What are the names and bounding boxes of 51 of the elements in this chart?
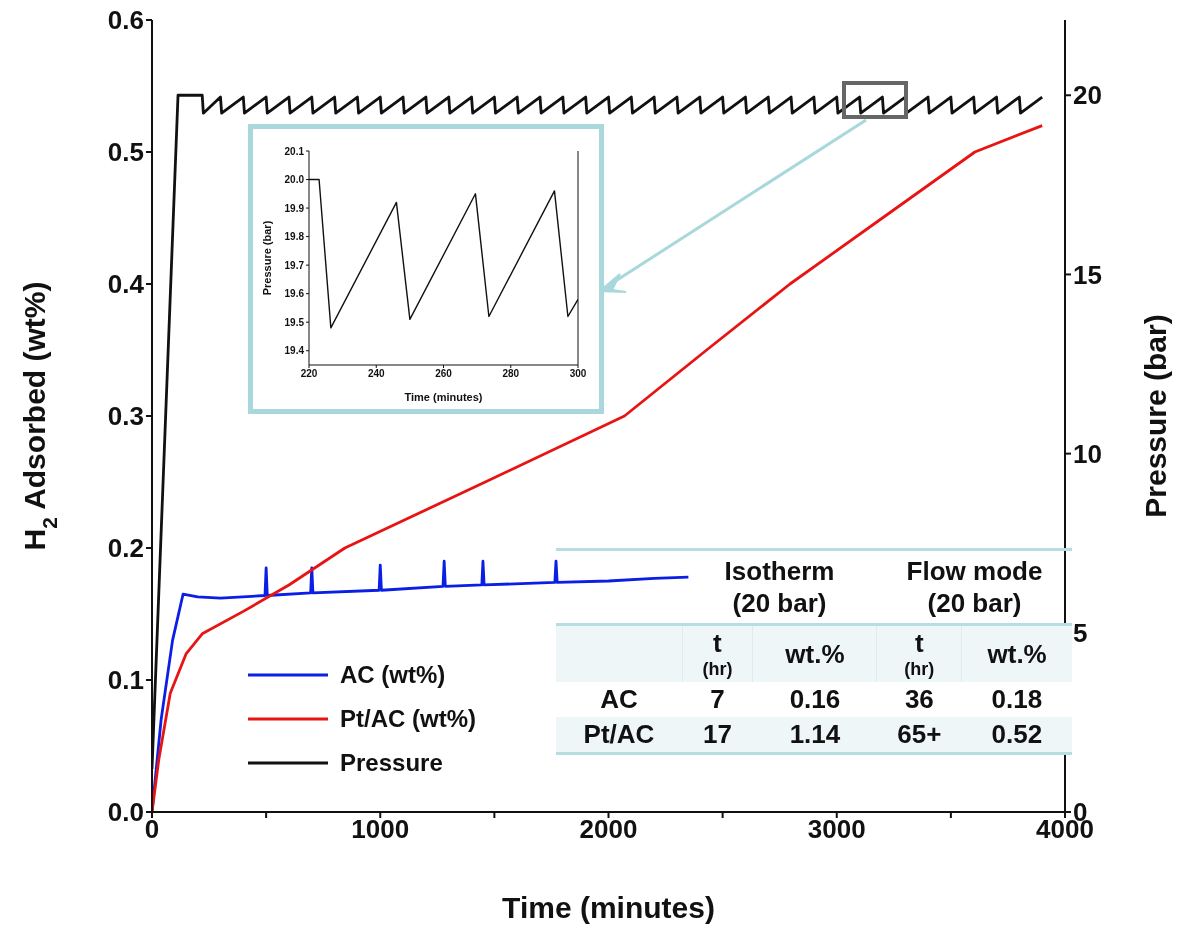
x-axis-title: Time (minutes) bbox=[502, 891, 715, 924]
x-tick-label: 3000 bbox=[807, 814, 866, 845]
y-tick-label: 20.1 bbox=[284, 145, 305, 157]
y-tick-label: 19.7 bbox=[284, 259, 305, 271]
y-tick-label: 19.6 bbox=[284, 288, 305, 300]
annotation: 36 bbox=[903, 683, 935, 716]
annotation: t (hr) bbox=[903, 628, 936, 680]
y2-tick-label: 5 bbox=[1073, 618, 1088, 649]
legend-label: Pt/AC (wt%) bbox=[340, 705, 476, 733]
y-tick-label: 0.6 bbox=[107, 5, 144, 36]
y-axis-title: Pressure (bar) bbox=[260, 220, 273, 296]
x-tick-label: 240 bbox=[367, 368, 386, 380]
y-tick-label: 0.3 bbox=[107, 401, 144, 432]
y2-tick-label: 10 bbox=[1073, 438, 1102, 469]
x-tick-label: 2000 bbox=[579, 814, 638, 845]
x-tick-label: 280 bbox=[502, 368, 520, 380]
legend-label: AC (wt%) bbox=[340, 661, 446, 689]
x-tick-label: 1000 bbox=[351, 814, 410, 845]
x-tick-label: 0 bbox=[144, 814, 160, 845]
y-tick-label: 0.5 bbox=[107, 137, 144, 168]
annotation: 0.16 bbox=[788, 683, 842, 716]
y-tick-label: 0.1 bbox=[107, 665, 144, 696]
annotation: 0.52 bbox=[990, 718, 1044, 751]
annotation: Pt/AC bbox=[582, 718, 656, 751]
y-tick-label: 19.8 bbox=[284, 231, 305, 243]
y-tick-label: 19.5 bbox=[284, 316, 305, 328]
annotation: AC bbox=[599, 683, 639, 716]
y-tick-label: 19.9 bbox=[284, 202, 305, 214]
x-axis-title: Time (minutes) bbox=[404, 391, 483, 403]
annotation: Flow mode (20 bar) bbox=[905, 555, 1044, 619]
y-tick-label: 0.2 bbox=[107, 533, 144, 564]
annotation: 17 bbox=[702, 718, 733, 751]
legend-label: Pressure bbox=[340, 749, 443, 777]
annotation: 1.14 bbox=[788, 718, 842, 751]
y-tick-label: 19.4 bbox=[284, 345, 305, 357]
annotation: 65+ bbox=[896, 718, 943, 751]
y2-tick-label: 20 bbox=[1073, 80, 1102, 111]
annotation: Isotherm (20 bar) bbox=[723, 555, 836, 619]
annotation: wt.% bbox=[987, 638, 1047, 669]
annotation: 0.18 bbox=[990, 683, 1044, 716]
annotation: wt.% bbox=[785, 638, 845, 669]
x-tick-label: 260 bbox=[435, 368, 453, 380]
y-tick-label: 0.0 bbox=[107, 797, 144, 828]
annotation: 7 bbox=[709, 683, 726, 716]
y-tick-label: 20.0 bbox=[284, 174, 305, 186]
y-tick-label: 0.4 bbox=[107, 269, 145, 300]
y2-axis-title: Pressure (bar) bbox=[1139, 314, 1172, 518]
annotation: t (hr) bbox=[701, 628, 734, 680]
x-tick-label: 220 bbox=[300, 368, 318, 380]
y2-tick-label: 15 bbox=[1073, 259, 1102, 290]
x-tick-label: 300 bbox=[569, 368, 587, 380]
